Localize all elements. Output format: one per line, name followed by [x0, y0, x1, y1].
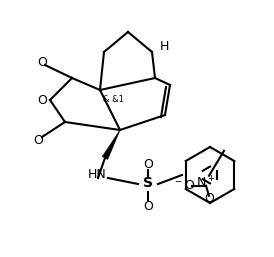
Text: O: O: [143, 159, 153, 171]
Text: $^-$O: $^-$O: [173, 179, 195, 192]
Text: O: O: [37, 94, 47, 106]
Text: O: O: [204, 192, 214, 205]
Text: O: O: [33, 133, 43, 146]
Text: O: O: [37, 56, 47, 69]
Text: S: S: [143, 176, 153, 190]
Text: H: H: [159, 41, 169, 53]
Text: & &1: & &1: [102, 96, 124, 105]
Text: N$^+$: N$^+$: [196, 175, 216, 190]
Text: O: O: [143, 200, 153, 214]
Text: HN: HN: [88, 169, 107, 181]
Polygon shape: [102, 130, 120, 159]
